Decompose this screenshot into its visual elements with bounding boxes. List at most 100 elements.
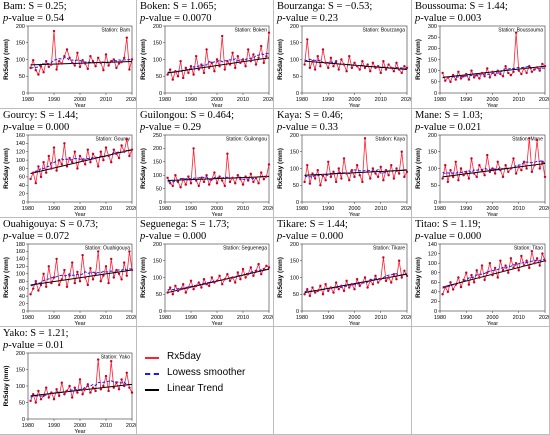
series-lowess-line	[167, 175, 270, 183]
data-point	[329, 175, 333, 179]
y-axis-label: Rx5day (mm)	[140, 148, 147, 189]
data-point	[465, 271, 468, 274]
data-point	[329, 286, 333, 289]
x-tick-label: 1980	[22, 423, 34, 429]
data-point	[208, 183, 211, 186]
data-point	[446, 180, 450, 184]
plot-frame	[439, 243, 546, 312]
data-point	[60, 278, 63, 281]
x-axis-label: Year	[211, 321, 222, 327]
x-tick-label: 1990	[322, 206, 334, 212]
series-lowess-line	[304, 272, 408, 293]
data-point	[449, 168, 452, 172]
data-point	[491, 273, 494, 277]
data-point	[252, 53, 255, 56]
data-point	[400, 71, 403, 75]
data-point	[488, 170, 492, 174]
data-point	[262, 178, 265, 181]
caption-pvalue: -value = 0.003	[420, 12, 482, 24]
data-point	[94, 65, 97, 68]
data-point	[76, 391, 79, 394]
x-tick-label: 2010	[237, 206, 249, 212]
data-point	[350, 168, 354, 172]
data-point	[221, 179, 224, 182]
data-point	[379, 165, 382, 169]
data-point	[50, 391, 53, 394]
data-point	[84, 62, 87, 65]
panel-boken: Boken: S = 1.065; p-value = 0.0070 Station…	[137, 0, 274, 109]
data-point	[179, 186, 182, 189]
data-point	[499, 259, 502, 262]
y-tick-label: 50	[431, 80, 437, 86]
plot-titao: Station: Titao 0 20 40 60 80 100 120 140 1980 1990…	[415, 242, 549, 326]
data-point	[520, 168, 523, 172]
data-point	[226, 59, 229, 63]
data-point	[462, 174, 465, 177]
series-rx5day-line	[30, 139, 133, 184]
data-point	[73, 386, 77, 389]
data-point	[58, 158, 61, 162]
x-tick-label: 2020	[263, 97, 274, 103]
data-point	[374, 66, 377, 70]
panel-seguenega: Seguenega: S = 1.73; p-value = 0.000 Stati…	[137, 218, 274, 327]
data-point	[184, 291, 187, 294]
data-point	[218, 274, 221, 278]
data-point	[37, 165, 40, 168]
data-point	[382, 179, 385, 182]
data-point	[486, 153, 489, 157]
y-tick-label: 140	[16, 141, 25, 147]
y-tick-label: 100	[428, 261, 437, 267]
y-tick-label: 50	[293, 74, 299, 80]
station-label: Station: Yako	[101, 355, 130, 361]
data-point	[187, 286, 190, 289]
x-tick-label: 2020	[539, 97, 550, 103]
data-point	[128, 68, 131, 71]
data-point	[324, 179, 327, 182]
y-tick-label: 0	[22, 309, 25, 315]
data-point	[363, 66, 367, 70]
data-point	[117, 62, 121, 65]
data-point	[97, 165, 100, 168]
data-point	[174, 284, 177, 288]
data-point	[107, 154, 110, 158]
panel-caption: Yako: S = 1.21; p-value = 0.01	[3, 328, 69, 351]
series-linear-trend	[167, 176, 270, 182]
data-point	[213, 281, 216, 284]
y-tick-label: 140	[428, 242, 437, 248]
legend-swatch	[145, 373, 159, 375]
data-point	[78, 280, 82, 283]
data-point	[400, 150, 403, 153]
caption-stat: Bam: S = 0.25;	[3, 1, 67, 12]
caption-pvalue: -value = 0.000	[145, 230, 207, 242]
data-point	[63, 142, 66, 145]
data-point	[58, 59, 61, 63]
series-lowess-line	[167, 52, 270, 74]
data-point	[470, 157, 473, 160]
data-point	[231, 176, 234, 180]
data-point	[541, 160, 544, 163]
panel-mane: Mane: S = 1.03; p-value = 0.021 Station: M…	[412, 109, 550, 218]
data-point	[387, 63, 390, 66]
data-point	[128, 154, 131, 158]
data-point	[37, 73, 40, 76]
y-tick-label: 50	[19, 400, 25, 406]
data-point	[353, 175, 356, 179]
data-point	[99, 61, 103, 65]
data-point	[174, 70, 177, 73]
x-tick-label: 2010	[100, 423, 112, 429]
data-point	[68, 274, 71, 277]
data-point	[509, 257, 513, 260]
data-point	[313, 68, 317, 71]
data-point	[535, 66, 539, 69]
data-point	[525, 259, 528, 262]
y-tick-label: 100	[153, 57, 162, 63]
data-point	[94, 389, 97, 393]
data-point	[337, 288, 340, 291]
data-point	[512, 70, 515, 73]
legend-cell: Rx5day Lowess smoother Linear Trend	[137, 327, 274, 435]
data-point	[78, 378, 82, 381]
x-axis-label: Year	[74, 212, 85, 218]
x-tick-label: 2020	[401, 315, 412, 321]
data-point	[166, 291, 169, 294]
data-point	[533, 163, 536, 167]
